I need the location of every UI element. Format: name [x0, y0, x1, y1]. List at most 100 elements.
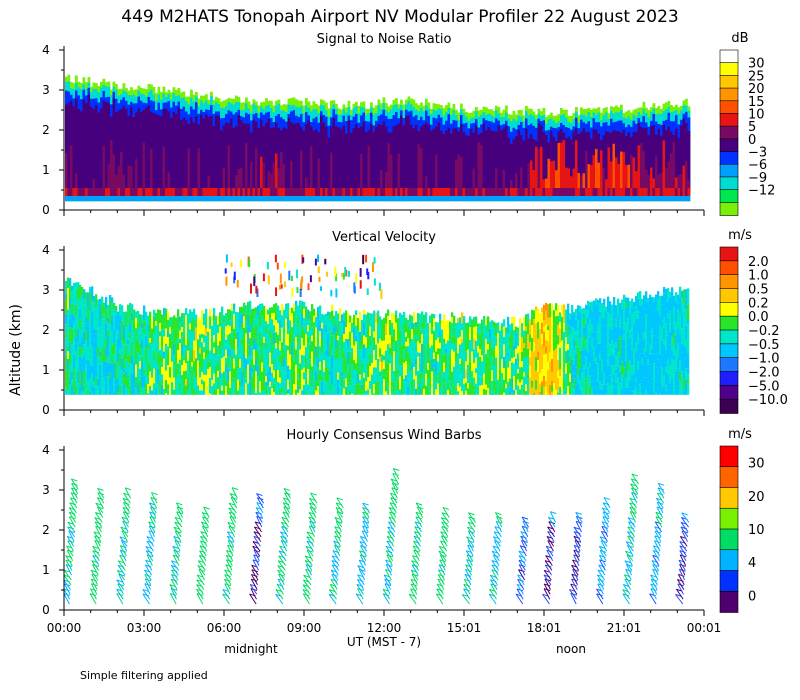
wind-barb: [144, 583, 151, 595]
snr-cell: [277, 127, 281, 192]
velocity-cell: [325, 355, 328, 364]
velocity-cell: [315, 371, 318, 381]
velocity-cell: [387, 331, 390, 345]
velocity-cell: [523, 317, 526, 331]
snr-cell: [472, 132, 476, 192]
velocity-cell: [681, 343, 684, 353]
velocity-cell: [481, 361, 484, 377]
velocity-cell: [433, 318, 436, 331]
velocity-cell: [315, 380, 318, 391]
velocity-cell: [369, 313, 372, 327]
velocity-cell: [309, 389, 312, 395]
velocity-cell: [651, 366, 654, 379]
velocity-cell: [303, 345, 306, 356]
wind-barb: [96, 506, 104, 518]
velocity-cell: [549, 341, 552, 353]
velocity-cell: [451, 312, 454, 318]
velocity-cell: [253, 364, 256, 379]
velocity-cell: [491, 392, 494, 395]
velocity-cell: [295, 379, 298, 390]
wind-barb: [170, 588, 177, 600]
velocity-cell: [625, 361, 628, 368]
snr-cell: [462, 188, 466, 196]
velocity-cell: [175, 356, 178, 367]
velocity-cell: [681, 371, 684, 376]
velocity-cell: [321, 353, 324, 370]
velocity-cell: [85, 330, 88, 342]
velocity-cell: [73, 368, 76, 377]
snr-cell: [292, 196, 296, 202]
snr-cell: [372, 196, 376, 202]
velocity-cell: [399, 346, 402, 353]
wind-barb: [148, 530, 155, 542]
velocity-cell: [347, 346, 350, 352]
velocity-cell: [669, 310, 672, 325]
snr-cell: [72, 196, 76, 202]
snr-cell: [390, 196, 393, 202]
velocity-cell: [609, 328, 612, 345]
velocity-cell: [597, 299, 600, 306]
velocity-cell: [609, 356, 612, 366]
snr-cell: [190, 117, 193, 192]
velocity-cell: [655, 342, 658, 354]
velocity-cell: [601, 372, 604, 385]
velocity-cell: [297, 385, 300, 393]
velocity-cell: [107, 351, 110, 357]
colorbar-swatch: [719, 100, 739, 115]
y-tick-label: 4: [42, 43, 50, 57]
velocity-cell: [641, 334, 644, 349]
velocity-cell: [187, 377, 190, 391]
velocity-cell: [373, 310, 376, 325]
velocity-cell: [167, 346, 170, 351]
snr-cell: [437, 196, 441, 202]
velocity-cell: [143, 369, 146, 376]
velocity-cell: [395, 327, 398, 341]
velocity-cell: [345, 386, 348, 395]
velocity-cell: [167, 389, 170, 395]
velocity-cell: [461, 375, 464, 392]
velocity-cell: [599, 311, 602, 317]
velocity-cell: [209, 316, 212, 329]
snr-cell: [112, 196, 116, 202]
velocity-cell: [343, 373, 346, 380]
velocity-cell: [291, 342, 294, 356]
velocity-cell: [611, 304, 614, 320]
velocity-cell: [245, 321, 248, 327]
velocity-cell: [531, 338, 534, 352]
velocity-cell: [685, 289, 688, 300]
velocity-cell: [337, 358, 340, 363]
velocity-cell: [269, 338, 272, 343]
velocity-cell: [389, 343, 392, 348]
velocity-cell: [227, 334, 230, 349]
velocity-cell: [565, 351, 568, 364]
snr-cell: [130, 106, 133, 192]
snr-cell: [240, 188, 243, 196]
snr-cell: [427, 188, 431, 196]
velocity-cell: [97, 369, 100, 379]
velocity-cell: [443, 383, 446, 395]
velocity-cell: [339, 356, 342, 372]
snr-cell: [287, 160, 291, 190]
velocity-cell: [115, 310, 118, 316]
wind-barb: [118, 573, 125, 586]
velocity-cell: [461, 353, 464, 361]
velocity-cell: [379, 327, 382, 335]
velocity-cell: [75, 282, 78, 289]
velocity-cell: [367, 271, 370, 280]
snr-cell: [597, 162, 601, 190]
velocity-cell: [91, 286, 94, 301]
velocity-cell: [153, 342, 156, 352]
velocity-cell: [533, 319, 536, 329]
wind-barb: [63, 593, 70, 605]
snr-cell: [580, 188, 583, 196]
velocity-cell: [645, 336, 648, 352]
velocity-cell: [501, 388, 504, 395]
velocity-cell: [213, 313, 216, 322]
snr-cell: [560, 142, 563, 190]
velocity-cell: [325, 338, 328, 350]
velocity-cell: [499, 325, 502, 331]
velocity-cell: [281, 354, 284, 367]
velocity-cell: [85, 292, 88, 302]
velocity-cell: [127, 304, 130, 311]
velocity-cell: [487, 349, 490, 357]
